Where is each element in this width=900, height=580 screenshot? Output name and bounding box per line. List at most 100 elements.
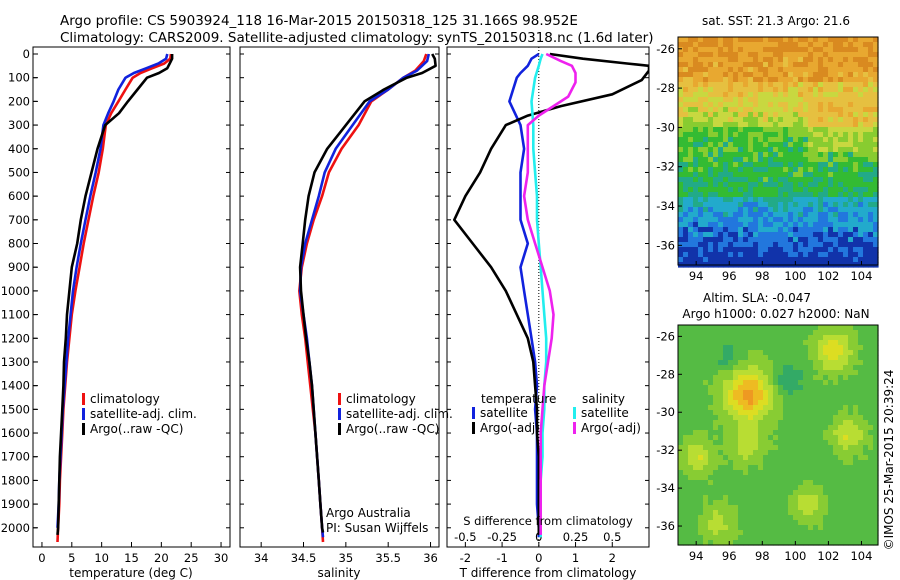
map-cell (738, 365, 744, 371)
map-cell (758, 500, 764, 506)
map-cell (798, 87, 804, 93)
map-cell (693, 52, 699, 58)
map-cell (833, 162, 839, 168)
map-cell (778, 232, 784, 238)
map-cell (823, 425, 829, 431)
map-cell (793, 127, 799, 133)
map-cell (818, 47, 824, 53)
map-cell (678, 227, 684, 233)
map-cell (683, 162, 689, 168)
map-cell (813, 475, 819, 481)
map-cell (698, 340, 704, 346)
map-cell (863, 67, 869, 73)
map-cell (818, 247, 824, 253)
map-cell (738, 325, 744, 331)
map-cell (723, 202, 729, 208)
map-cell (753, 127, 759, 133)
map-cell (783, 450, 789, 456)
map-cell (793, 137, 799, 143)
map-cell (768, 425, 774, 431)
map-cell (788, 495, 794, 501)
map-cell (783, 495, 789, 501)
map-cell (743, 410, 749, 416)
map-cell (808, 142, 814, 148)
map-cell (793, 360, 799, 366)
map-cell (838, 112, 844, 118)
map-cell (783, 525, 789, 531)
map-cell (698, 67, 704, 73)
map-cell (838, 132, 844, 138)
map-cell (873, 410, 879, 416)
map-cell (698, 485, 704, 491)
map-cell (803, 500, 809, 506)
map-cell (743, 350, 749, 356)
map-cell (778, 500, 784, 506)
map-cell (813, 345, 819, 351)
map-cell (833, 340, 839, 346)
map-cell (763, 355, 769, 361)
map-cell (873, 530, 879, 536)
map-cell (763, 142, 769, 148)
map-cell (753, 410, 759, 416)
map-cell (708, 42, 714, 48)
map-cell (698, 57, 704, 63)
map-cell (718, 232, 724, 238)
map-cell (873, 435, 879, 441)
map-cell (743, 127, 749, 133)
map-cell (703, 47, 709, 53)
map-cell (678, 450, 684, 456)
map-cell (758, 480, 764, 486)
map-cell (728, 500, 734, 506)
map-cell (803, 67, 809, 73)
map-cell (863, 385, 869, 391)
map-cell (793, 530, 799, 536)
map-cell (773, 330, 779, 336)
map-cell (793, 57, 799, 63)
map-cell (853, 410, 859, 416)
map-cell (808, 470, 814, 476)
map-cell (703, 92, 709, 98)
map-cell (763, 480, 769, 486)
map-cell (728, 152, 734, 158)
map-cell (818, 390, 824, 396)
map-cell (728, 410, 734, 416)
map-cell (843, 485, 849, 491)
map-cell (863, 435, 869, 441)
map-cell (728, 57, 734, 63)
map-cell (743, 370, 749, 376)
map-cell (848, 127, 854, 133)
map-cell (748, 207, 754, 213)
map-cell (848, 485, 854, 491)
map-cell (708, 325, 714, 331)
map-cell (868, 67, 874, 73)
map-cell (723, 122, 729, 128)
map-cell (708, 117, 714, 123)
map-cell (713, 460, 719, 466)
map-cell (788, 187, 794, 193)
map-cell (808, 405, 814, 411)
map-cell (803, 142, 809, 148)
map-cell (843, 237, 849, 243)
map-cell (773, 237, 779, 243)
map-cell (823, 390, 829, 396)
map-cell (843, 37, 849, 43)
map-cell (693, 400, 699, 406)
map-cell (813, 455, 819, 461)
map-cell (858, 355, 864, 361)
map-cell (833, 330, 839, 336)
map-cell (778, 122, 784, 128)
map-cell (753, 530, 759, 536)
map-cell (773, 82, 779, 88)
map-cell (723, 345, 729, 351)
map-cell (738, 92, 744, 98)
map-cell (843, 137, 849, 143)
map-cell (708, 97, 714, 103)
map-cell (683, 177, 689, 183)
map-cell (753, 440, 759, 446)
map-cell (768, 510, 774, 516)
map-cell (773, 182, 779, 188)
map-cell (808, 350, 814, 356)
map-cell (833, 515, 839, 521)
map-cell (708, 102, 714, 108)
map-cell (743, 450, 749, 456)
